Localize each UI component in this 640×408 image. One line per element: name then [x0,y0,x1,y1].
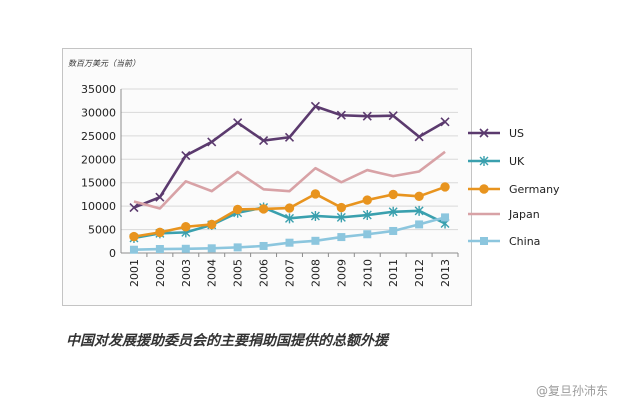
x-tick-label: 2013 [439,259,452,287]
x-tick-label: 2012 [413,259,426,287]
data-point-germany [414,191,424,202]
data-point-germany [388,189,398,200]
data-point-germany [440,182,450,192]
data-point-uk [388,206,398,217]
data-point-us [284,132,295,142]
y-tick-label: 5000 [88,224,116,237]
data-point-germany [181,222,191,232]
legend-item-us: US [468,127,524,140]
data-point-china [363,230,372,239]
legend-item-uk: UK [468,155,525,168]
data-point-germany [362,195,372,205]
legend-label: Germany [509,183,560,196]
legend-marker [479,128,489,138]
data-point-us [440,117,450,127]
y-tick-label: 15000 [81,177,116,190]
data-point-china [415,220,424,229]
y-unit-label: 数百万美元（当前） [68,59,140,68]
data-point-uk [362,210,372,221]
legend-marker [480,237,488,245]
x-tick-label: 2011 [387,259,400,287]
y-tick-label: 30000 [81,106,116,119]
data-point-us [362,111,372,121]
data-point-us [181,150,191,161]
series-line-japan [133,150,446,210]
data-point-china [233,243,242,252]
y-tick-label: 20000 [81,153,116,166]
legend-marker [479,184,489,194]
x-tick-label: 2007 [284,259,297,287]
data-point-us [129,202,139,213]
legend-marker [479,156,489,166]
data-point-us [155,192,165,202]
data-point-germany [336,202,347,213]
x-tick-label: 2008 [309,259,322,287]
data-point-germany [129,231,139,242]
x-tick-label: 2005 [232,259,245,287]
chart-area [62,48,472,306]
data-point-us [414,132,424,142]
y-tick-label: 25000 [81,130,116,143]
data-point-uk [285,213,294,224]
data-point-china [181,244,190,253]
x-tick-label: 2001 [128,259,141,287]
data-point-uk [336,212,346,223]
legend-item-germany: Germany [468,183,560,196]
data-point-us [336,110,346,120]
data-point-china [207,244,216,253]
data-point-china [285,238,294,247]
data-point-germany [310,189,321,199]
x-tick-label: 2003 [180,259,193,287]
data-point-germany [155,227,165,238]
legend-label: US [509,127,524,140]
data-point-china [129,245,138,254]
data-point-china [259,241,268,250]
data-point-china [337,233,346,242]
legend-item-china: China [468,235,540,248]
data-point-germany [207,219,217,230]
data-point-china [441,213,450,222]
data-point-uk [414,205,424,216]
y-tick-label: 10000 [81,200,116,213]
data-point-germany [258,204,269,214]
x-tick-label: 2010 [361,259,374,287]
x-tick-label: 2004 [206,259,219,287]
legend-item-japan: Japan [468,208,540,221]
legend-label: Japan [508,208,540,221]
y-tick-label: 35000 [81,83,116,96]
x-tick-label: 2006 [258,259,271,287]
data-point-us [233,118,243,128]
legend-label: UK [509,155,525,168]
data-point-us [259,135,269,146]
data-point-china [389,226,398,235]
data-point-us [207,137,217,147]
x-tick-label: 2002 [154,259,167,287]
data-point-uk [310,210,320,221]
x-tick-label: 2009 [335,259,348,287]
data-point-germany [284,203,295,213]
legend-label: China [509,235,540,248]
watermark: @复旦孙沛东 [536,384,609,398]
data-point-china [155,245,164,254]
chart-caption: 中国对发展援助委员会的主要捐助国提供的总额外援 [66,333,388,349]
data-point-germany [232,204,243,215]
data-point-us [310,101,320,111]
y-tick-label: 0 [109,247,116,260]
data-point-china [311,236,320,245]
data-point-us [388,111,398,121]
